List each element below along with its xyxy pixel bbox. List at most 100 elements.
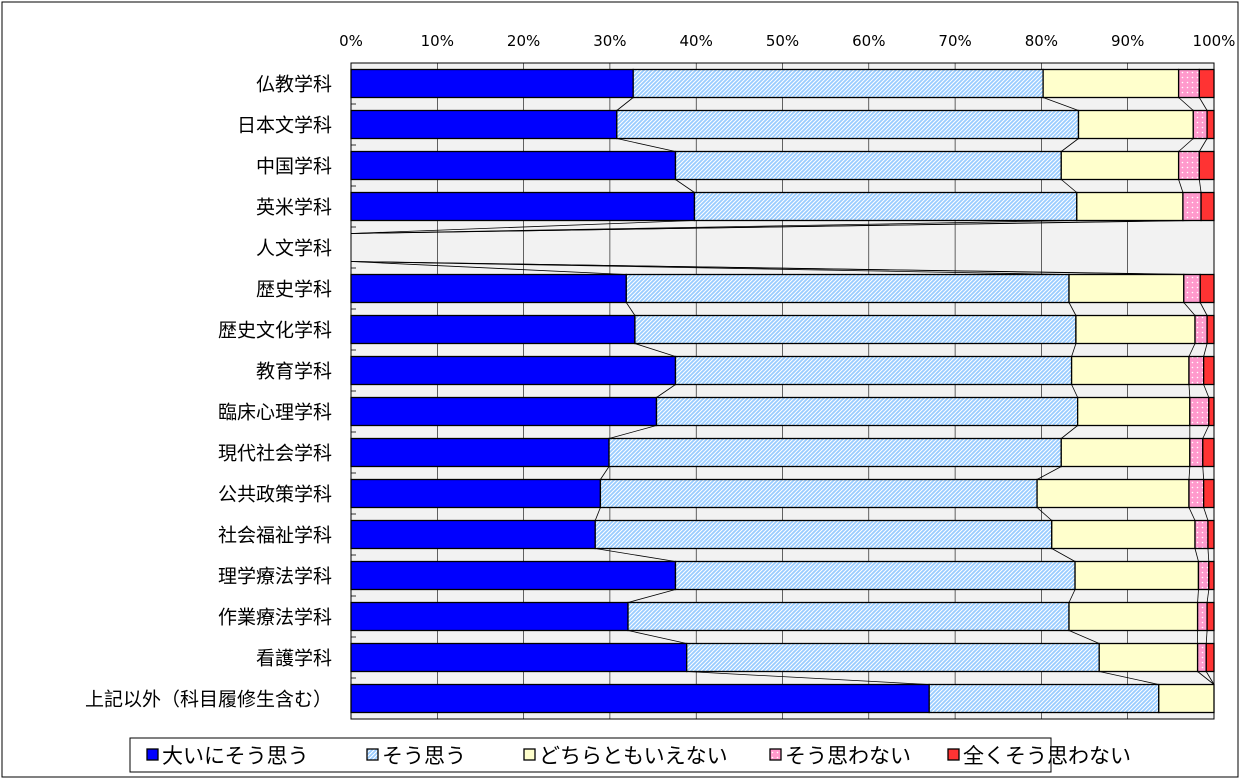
legend-label: そう思わない (785, 744, 911, 768)
bar-segment (1197, 560, 1210, 591)
x-tick-label: 40% (680, 32, 713, 50)
series-line (350, 261, 1201, 275)
bar-segment (625, 273, 1070, 304)
series-line (1198, 97, 1208, 111)
bar-segment (350, 109, 618, 140)
legend-swatch (366, 748, 379, 761)
bars (350, 68, 1215, 714)
series-line (1061, 425, 1078, 439)
series-line (1068, 302, 1077, 316)
bar-segment (1198, 150, 1215, 181)
legend-swatch (947, 748, 960, 761)
series-line (1197, 671, 1215, 685)
bar-segment (350, 519, 596, 550)
bar-segment (1042, 68, 1180, 99)
bar-segment (350, 642, 688, 673)
series-line (1099, 671, 1159, 685)
series-line (1068, 630, 1100, 644)
bar-segment (350, 273, 627, 304)
y-axis-category-labels: 仏教学科日本文学科中国学科英米学科人文学科歴史学科歴史文化学科教育学科臨床心理学… (85, 74, 332, 711)
series-lines (350, 97, 1215, 685)
series-line (350, 220, 1202, 234)
category-label: 上記以外（科目履修生含む） (85, 689, 332, 711)
bar-segment (350, 355, 677, 386)
x-tick-label: 50% (766, 32, 799, 50)
bar-segment (608, 437, 1062, 468)
bar-segment (1098, 642, 1199, 673)
bar-segment (634, 314, 1077, 345)
series-line (1205, 630, 1208, 644)
bar-segment (674, 560, 1076, 591)
bar-segment (1060, 437, 1191, 468)
x-axis-tick-labels: 0% 10% 20% 30% 40% 50% 60% 70% 80% 90% 100% (339, 32, 1235, 50)
category-label: 人文学科 (256, 238, 332, 260)
series-line (1178, 138, 1194, 152)
bar-segment (1158, 683, 1215, 714)
series-line (675, 179, 695, 193)
bar-segment (1189, 396, 1210, 427)
category-label: 教育学科 (256, 361, 332, 383)
series-line (616, 138, 676, 152)
bar-segment (350, 683, 930, 714)
series-line (1188, 507, 1196, 521)
bar-segment (1192, 109, 1208, 140)
bar-segment (1202, 355, 1215, 386)
series-line (1203, 343, 1208, 357)
legend-label: 大いにそう思う (162, 744, 309, 768)
series-line (1178, 179, 1184, 193)
series-line (1071, 343, 1077, 357)
bar-segment (686, 642, 1100, 673)
y-axis-ticks (351, 103, 356, 679)
bar-segment (1074, 560, 1200, 591)
bar-segment (1068, 601, 1199, 632)
x-tick-label: 80% (1025, 32, 1058, 50)
series-line (656, 384, 676, 398)
series-line (1061, 138, 1079, 152)
bar-segment (1194, 314, 1208, 345)
bar-segment (1196, 601, 1208, 632)
series-line (686, 671, 930, 685)
series-line (1199, 302, 1208, 316)
category-label: 歴史文化学科 (218, 320, 332, 342)
bar-segment (350, 601, 629, 632)
x-tick-label: 60% (852, 32, 885, 50)
series-line (1036, 466, 1062, 480)
category-label: 看護学科 (256, 648, 332, 670)
category-label: 作業療法学科 (218, 607, 332, 629)
series-line (608, 425, 657, 439)
x-tick-label: 20% (507, 32, 540, 50)
bar-segment (616, 109, 1080, 140)
series-line (1202, 425, 1210, 439)
series-line (1202, 466, 1205, 480)
category-label: 英米学科 (256, 197, 332, 219)
bar-segment (1202, 478, 1215, 509)
legend-swatch (769, 748, 782, 761)
series-line (1198, 179, 1202, 193)
series-line (1203, 384, 1210, 398)
bar-segment (1036, 478, 1190, 509)
x-tick-label: 10% (421, 32, 454, 50)
x-tick-label: 90% (1111, 32, 1144, 50)
legend-label: 全くそう思わない (963, 744, 1131, 768)
series-line (1060, 179, 1078, 193)
bar-segment (1182, 191, 1202, 222)
series-line (625, 302, 636, 316)
bar-segment (1076, 396, 1191, 427)
bar-segment (1076, 191, 1184, 222)
series-line (634, 343, 676, 357)
bar-segment (1051, 519, 1196, 550)
category-label: 歴史学科 (256, 279, 332, 301)
category-label: 公共政策学科 (218, 484, 332, 506)
bar-segment (599, 478, 1038, 509)
series-line (1188, 466, 1191, 480)
series-line (1194, 548, 1199, 562)
bar-segment (1206, 601, 1215, 632)
series-line (1188, 384, 1191, 398)
series-line (1071, 384, 1079, 398)
category-label: 現代社会学科 (218, 443, 332, 465)
series-line (1206, 589, 1210, 603)
series-line (627, 630, 687, 644)
category-label: 仏教学科 (256, 74, 332, 96)
